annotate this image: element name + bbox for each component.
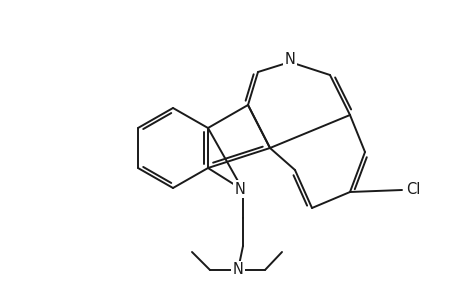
Text: N: N xyxy=(234,182,245,196)
Text: N: N xyxy=(284,52,295,68)
Text: N: N xyxy=(232,262,243,278)
Text: Cl: Cl xyxy=(405,182,420,197)
